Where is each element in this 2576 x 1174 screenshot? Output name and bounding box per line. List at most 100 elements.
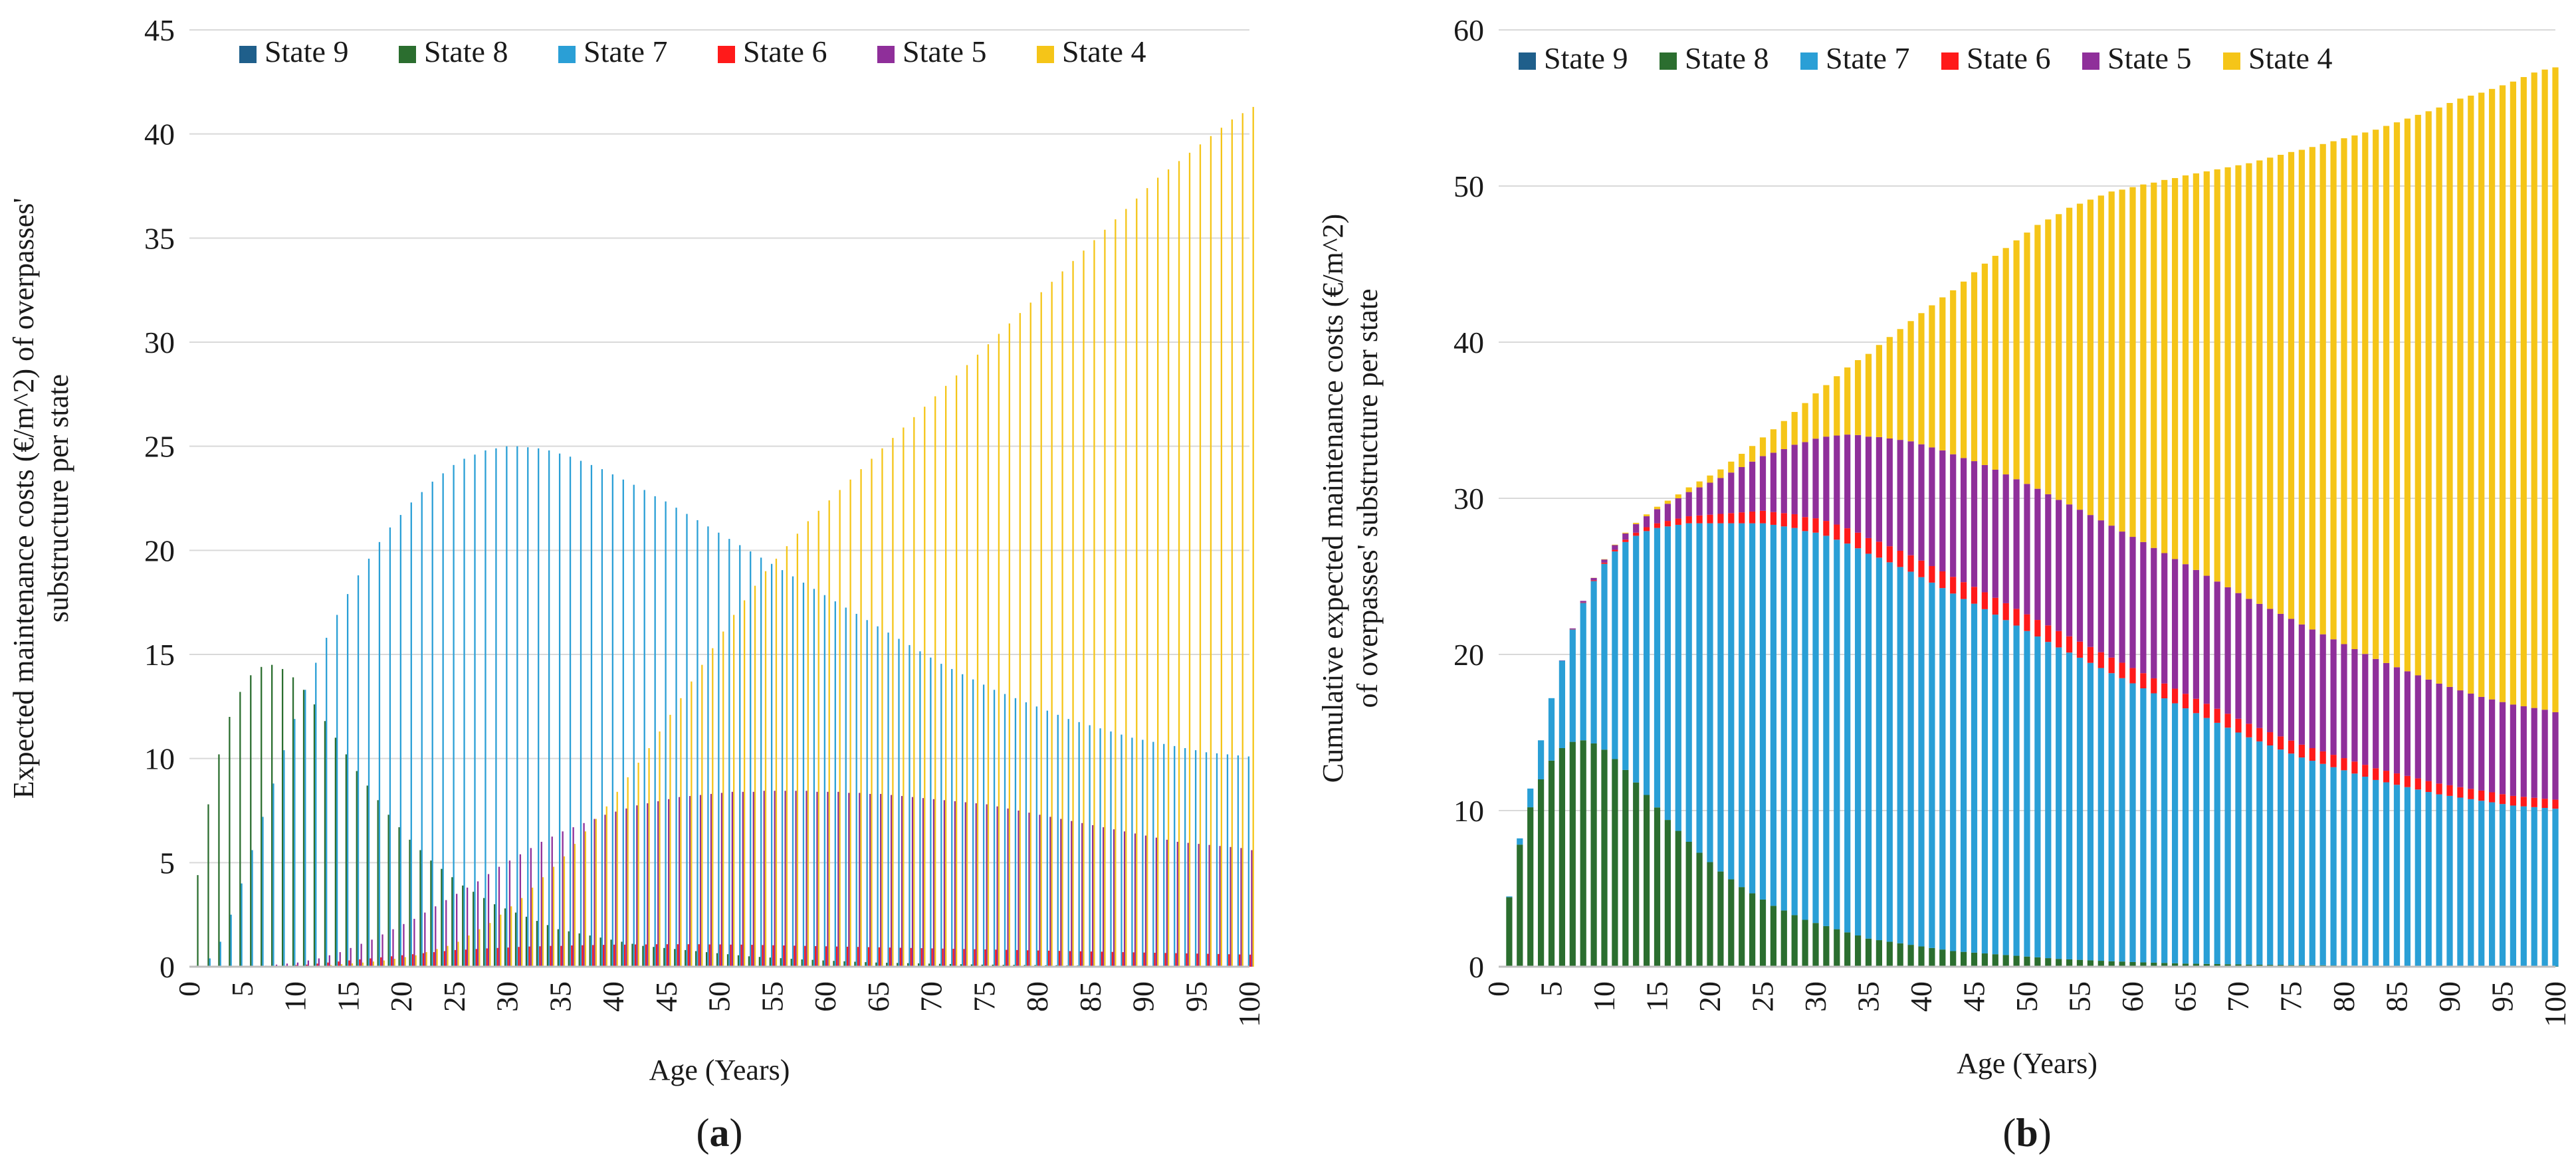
bar-a-state-4-76 <box>998 334 1000 967</box>
bar-b-state-8-52 <box>2045 958 2052 967</box>
bar-a-state-4-27 <box>479 929 481 967</box>
bar-a-state-7-19 <box>389 527 391 967</box>
bar-a-state-6-88 <box>1122 952 1124 967</box>
bar-a-state-8-52 <box>737 955 740 967</box>
bar-a-state-8-5 <box>239 692 241 967</box>
bar-b-state-8-13 <box>1633 782 1640 967</box>
bar-a-state-5-62 <box>848 793 850 967</box>
bar-a-state-5-17 <box>371 939 373 967</box>
bar-a-state-8-64 <box>865 962 867 967</box>
bar-b-state-5-40 <box>1918 444 1925 561</box>
bar-b-state-7-10 <box>1601 563 1608 750</box>
bar-b-state-6-20 <box>1707 514 1713 524</box>
bar-a-state-4-93 <box>1178 161 1180 967</box>
bar-a-state-4-40 <box>616 791 618 967</box>
bar-b-state-6-68 <box>2214 708 2220 723</box>
x-tick-label-b-40: 40 <box>1904 981 1938 1012</box>
bar-a-state-5-83 <box>1071 821 1073 967</box>
bar-a-state-7-75 <box>982 684 985 967</box>
bar-a-state-8-27 <box>473 892 475 967</box>
bar-b-state-8-63 <box>2161 963 2168 967</box>
bar-b-state-8-11 <box>1612 759 1618 967</box>
bar-a-state-4-71 <box>945 385 947 967</box>
x-tick-label-a-20: 20 <box>384 981 418 1012</box>
bar-b-state-8-44 <box>1960 951 1967 967</box>
bar-a-state-7-44 <box>654 496 656 967</box>
bar-b-state-5-46 <box>1981 464 1988 593</box>
bar-a-state-7-23 <box>431 481 433 967</box>
bar-a-state-6-71 <box>942 948 944 967</box>
bar-b-state-8-5 <box>1548 760 1555 967</box>
bar-b-state-5-79 <box>2330 639 2337 755</box>
x-tick-label-b-0: 0 <box>1481 981 1515 997</box>
bar-a-state-8-53 <box>748 956 750 967</box>
bar-a-state-6-94 <box>1186 953 1188 967</box>
bar-b-state-8-67 <box>2203 963 2210 967</box>
bar-b-state-8-19 <box>1696 852 1703 967</box>
x-tick-label-a-90: 90 <box>1127 981 1160 1012</box>
bar-b-state-6-91 <box>2457 787 2464 798</box>
bar-a-state-7-72 <box>951 668 953 967</box>
bar-a-state-6-22 <box>422 953 425 967</box>
bar-b-state-5-38 <box>1897 440 1903 551</box>
bar-b-state-6-58 <box>2108 657 2115 674</box>
bar-b-state-4-39 <box>1907 321 1914 442</box>
bar-b-state-7-46 <box>1981 609 1988 954</box>
bar-b-state-5-56 <box>2087 515 2094 647</box>
bar-b-state-5-16 <box>1664 504 1671 522</box>
bar-b-state-8-40 <box>1918 946 1925 967</box>
bar-b-state-8-33 <box>1844 932 1851 967</box>
bar-b-state-6-39 <box>1907 555 1914 572</box>
bar-a-state-4-78 <box>1019 313 1021 967</box>
bar-a-state-7-50 <box>718 532 720 967</box>
bar-b-state-4-78 <box>2319 144 2326 635</box>
bar-b-state-8-42 <box>1939 949 1946 967</box>
bar-a-state-8-66 <box>886 963 888 967</box>
bar-b-state-6-70 <box>2235 718 2242 733</box>
bar-b-state-6-26 <box>1770 512 1777 525</box>
x-tick-label-b-75: 75 <box>2274 981 2308 1012</box>
bar-b-state-4-89 <box>2436 107 2442 684</box>
bar-a-state-4-14 <box>340 964 343 967</box>
bar-a-state-6-24 <box>443 951 446 967</box>
bar-b-state-7-34 <box>1854 548 1862 935</box>
bar-a-state-6-84 <box>1079 951 1082 967</box>
bar-b-state-4-83 <box>2373 130 2379 659</box>
bar-b-state-4-82 <box>2362 132 2369 654</box>
legend-swatch-b-state-8 <box>1660 52 1677 70</box>
bar-b-state-6-88 <box>2425 781 2432 793</box>
bar-b-state-5-15 <box>1654 509 1661 524</box>
bar-b-state-5-44 <box>1960 458 1967 583</box>
bar-a-state-6-98 <box>1228 954 1230 967</box>
bar-b-state-5-45 <box>1971 461 1978 587</box>
x-tick-label-a-10: 10 <box>278 981 312 1012</box>
bar-b-state-4-41 <box>1929 305 1935 448</box>
bar-b-state-7-98 <box>2531 807 2537 967</box>
bar-a-state-5-70 <box>932 799 935 967</box>
bar-b-state-8-54 <box>2066 959 2073 967</box>
bar-b-state-8-18 <box>1685 842 1692 967</box>
bar-a-state-8-29 <box>493 904 496 967</box>
bar-a-state-7-11 <box>304 690 306 967</box>
y-tick-label-a-30: 30 <box>144 326 175 359</box>
bar-a-state-6-46 <box>677 944 679 967</box>
bar-a-state-7-64 <box>866 620 868 967</box>
bar-a-state-4-88 <box>1125 209 1127 967</box>
bar-b-state-4-44 <box>1960 281 1967 458</box>
bar-b-state-7-61 <box>2140 688 2147 963</box>
x-tick-label-b-50: 50 <box>2010 981 2044 1012</box>
bar-a-state-8-57 <box>790 959 792 967</box>
bar-a-state-6-89 <box>1132 952 1134 967</box>
bar-a-state-7-3 <box>219 941 221 967</box>
bar-b-state-7-26 <box>1770 524 1777 906</box>
bar-a-state-5-91 <box>1155 837 1158 967</box>
bar-b-state-5-67 <box>2203 575 2210 704</box>
bar-b-state-6-89 <box>2436 783 2442 795</box>
bar-b-state-4-54 <box>2066 207 2073 505</box>
bar-b-state-6-49 <box>2013 609 2020 626</box>
bar-b-state-5-58 <box>2108 526 2115 658</box>
bar-b-state-6-80 <box>2341 758 2347 771</box>
legend-label-a-state-4: State 4 <box>1062 35 1146 68</box>
bar-a-state-6-33 <box>539 946 541 967</box>
bar-a-state-4-81 <box>1051 282 1053 967</box>
